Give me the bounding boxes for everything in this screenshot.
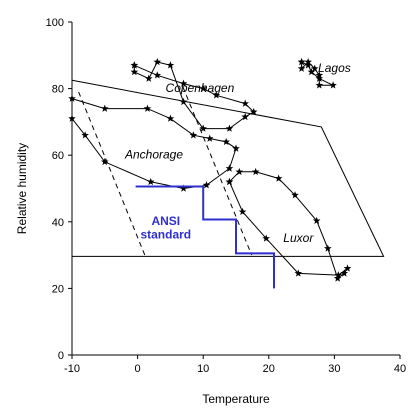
x-tick-label: 0 [135, 363, 141, 375]
star-marker-lagos [315, 74, 324, 82]
star-marker-copenhagen [249, 107, 258, 116]
ansi-standard-line [135, 185, 275, 289]
x-tick-label: 30 [328, 363, 340, 375]
star-marker-anchorage [101, 104, 109, 112]
star-marker-anchorage [202, 181, 211, 189]
star-marker-anchorage [81, 131, 89, 139]
star-marker-anchorage [143, 104, 152, 112]
annotation-luxor: Luxor [283, 231, 314, 245]
star-marker-copenhagen [241, 112, 249, 121]
star-marker-lagos [315, 81, 324, 89]
star-marker-copenhagen [153, 57, 162, 66]
star-marker-anchorage [205, 134, 214, 142]
y-tick-label: 0 [58, 350, 64, 362]
x-tick-label: -10 [64, 363, 80, 375]
series-line-luxor [228, 171, 348, 280]
star-marker-luxor [334, 271, 343, 279]
annotation-ansi: ANSI [151, 214, 180, 228]
y-tick-label: 40 [52, 217, 64, 229]
star-marker-copenhagen [130, 61, 139, 69]
star-marker-lagos [329, 81, 337, 89]
star-marker-copenhagen [199, 84, 207, 92]
star-marker-luxor [262, 234, 270, 242]
series-line-copenhagen [133, 61, 255, 130]
star-marker-luxor [274, 174, 283, 182]
y-tick-label: 60 [52, 150, 64, 162]
star-marker-luxor [291, 191, 299, 199]
star-marker-copenhagen [241, 99, 249, 107]
star-marker-copenhagen [225, 124, 234, 132]
annotation-lagos: Lagos [318, 61, 351, 75]
star-marker-copenhagen [144, 74, 153, 82]
x-tick-label: 20 [263, 363, 275, 375]
star-marker-anchorage [225, 164, 234, 172]
star-marker-luxor [238, 207, 247, 216]
y-axis-title: Relative humidity [15, 143, 29, 234]
star-marker-luxor [235, 167, 244, 176]
star-marker-copenhagen [179, 79, 188, 87]
star-marker-copenhagen [166, 61, 175, 69]
x-tick-label: 40 [394, 363, 406, 375]
star-marker-lagos [297, 64, 306, 72]
series-line-anchorage [71, 98, 237, 190]
star-marker-lagos [307, 67, 316, 76]
star-marker-luxor [324, 244, 332, 252]
dashed-guide-line [182, 86, 253, 256]
star-marker-anchorage [179, 184, 188, 192]
x-tick-label: 10 [197, 363, 209, 375]
star-marker-copenhagen [179, 97, 188, 106]
star-marker-luxor [312, 216, 321, 225]
star-marker-copenhagen [153, 71, 162, 79]
star-marker-luxor [343, 264, 352, 272]
x-axis-title: Temperature [202, 392, 270, 406]
y-tick-label: 80 [52, 84, 64, 96]
star-marker-luxor [251, 167, 260, 176]
star-marker-copenhagen [199, 124, 207, 132]
star-marker-luxor [294, 269, 303, 277]
star-marker-anchorage [232, 144, 240, 152]
star-marker-copenhagen [212, 91, 221, 99]
y-tick-label: 20 [52, 283, 64, 295]
star-marker-luxor [340, 269, 349, 277]
star-marker-anchorage [166, 114, 175, 122]
star-marker-lagos [297, 57, 306, 66]
comfort-zone-outline [71, 79, 385, 257]
dashed-guide-line [78, 91, 146, 256]
annotation-copenhagen: Copenhagen [166, 81, 235, 95]
star-marker-copenhagen [130, 67, 139, 76]
star-marker-lagos [304, 61, 312, 69]
star-marker-anchorage [222, 137, 230, 146]
annotation-anchorage: Anchorage [124, 148, 183, 162]
star-marker-anchorage [101, 157, 109, 166]
star-marker-lagos [310, 64, 319, 72]
star-marker-anchorage [189, 131, 198, 139]
star-marker-luxor [225, 177, 234, 186]
star-marker-luxor [333, 274, 342, 282]
y-tick-label: 100 [46, 17, 64, 29]
star-marker-anchorage [146, 177, 155, 186]
annotation-standard: standard [140, 227, 191, 241]
